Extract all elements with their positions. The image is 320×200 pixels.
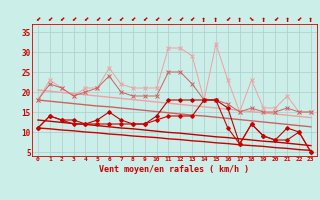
X-axis label: Vent moyen/en rafales ( km/h ): Vent moyen/en rafales ( km/h ) [100,165,249,174]
